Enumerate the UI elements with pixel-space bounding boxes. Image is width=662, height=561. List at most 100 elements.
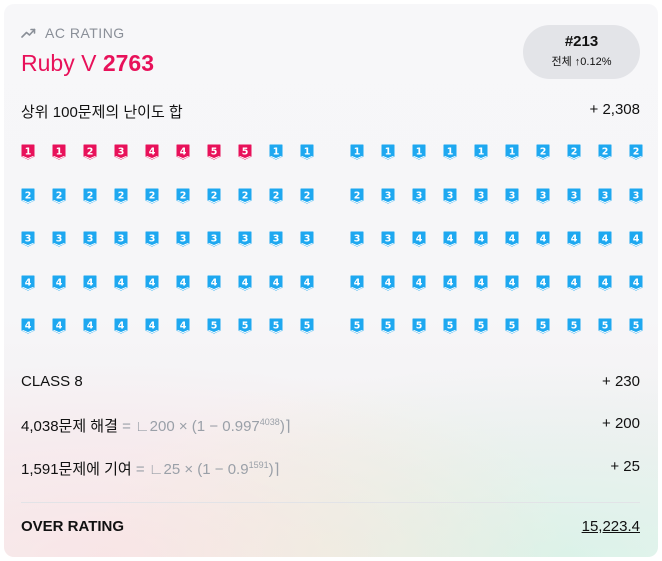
- problem-cell[interactable]: 5: [207, 318, 238, 362]
- problem-cell[interactable]: 3: [412, 188, 443, 232]
- problem-cell[interactable]: 4: [567, 275, 598, 319]
- problem-cell[interactable]: 2: [145, 188, 176, 232]
- problem-cell[interactable]: 2: [238, 188, 269, 232]
- problem-cell[interactable]: 4: [474, 231, 505, 275]
- problem-cell[interactable]: 5: [412, 318, 443, 362]
- problem-cell[interactable]: 3: [474, 188, 505, 232]
- problem-cell[interactable]: 5: [474, 318, 505, 362]
- problem-cell[interactable]: 3: [350, 231, 381, 275]
- problem-cell[interactable]: 4: [176, 318, 207, 362]
- problem-cell[interactable]: 1: [269, 144, 300, 188]
- problem-cell[interactable]: 1: [21, 144, 52, 188]
- problem-cell[interactable]: 4: [145, 275, 176, 319]
- problem-cell[interactable]: 3: [21, 231, 52, 275]
- problem-cell[interactable]: 5: [536, 318, 567, 362]
- problem-cell[interactable]: 4: [598, 231, 629, 275]
- problem-cell[interactable]: 4: [412, 275, 443, 319]
- problem-cell[interactable]: 2: [21, 188, 52, 232]
- problem-cell[interactable]: 3: [207, 231, 238, 275]
- problem-cell[interactable]: 5: [350, 318, 381, 362]
- problem-cell[interactable]: 1: [412, 144, 443, 188]
- problem-cell[interactable]: 1: [381, 144, 412, 188]
- problem-cell[interactable]: 1: [52, 144, 83, 188]
- problem-cell[interactable]: 5: [598, 318, 629, 362]
- problem-cell[interactable]: 5: [269, 318, 300, 362]
- problem-cell[interactable]: 4: [21, 318, 52, 362]
- problem-cell[interactable]: 4: [176, 275, 207, 319]
- problem-cell[interactable]: 3: [443, 188, 474, 232]
- problem-cell[interactable]: 4: [300, 275, 331, 319]
- problem-cell[interactable]: 1: [474, 144, 505, 188]
- problem-cell[interactable]: 3: [381, 231, 412, 275]
- problem-cell[interactable]: 3: [536, 188, 567, 232]
- problem-cell[interactable]: 2: [629, 144, 658, 188]
- problem-cell[interactable]: 4: [52, 275, 83, 319]
- problem-cell[interactable]: 4: [536, 275, 567, 319]
- problem-cell[interactable]: 5: [567, 318, 598, 362]
- problem-cell[interactable]: 5: [505, 318, 536, 362]
- problem-cell[interactable]: 2: [598, 144, 629, 188]
- problem-cell[interactable]: 4: [536, 231, 567, 275]
- problem-cell[interactable]: 4: [83, 275, 114, 319]
- problem-cell[interactable]: 3: [300, 231, 331, 275]
- problem-cell[interactable]: 3: [52, 231, 83, 275]
- problem-cell[interactable]: 3: [505, 188, 536, 232]
- problem-cell[interactable]: 1: [300, 144, 331, 188]
- problem-cell[interactable]: 4: [207, 275, 238, 319]
- problem-cell[interactable]: 2: [567, 144, 598, 188]
- problem-cell[interactable]: 4: [114, 275, 145, 319]
- problem-cell[interactable]: 5: [443, 318, 474, 362]
- problem-cell[interactable]: 2: [176, 188, 207, 232]
- problem-cell[interactable]: 5: [381, 318, 412, 362]
- problem-cell[interactable]: 4: [381, 275, 412, 319]
- problem-cell[interactable]: 4: [505, 275, 536, 319]
- problem-cell[interactable]: 4: [176, 144, 207, 188]
- problem-cell[interactable]: 4: [567, 231, 598, 275]
- problem-cell[interactable]: 2: [83, 144, 114, 188]
- problem-cell[interactable]: 2: [269, 188, 300, 232]
- problem-cell[interactable]: 4: [474, 275, 505, 319]
- problem-cell[interactable]: 3: [238, 231, 269, 275]
- problem-cell[interactable]: 4: [629, 231, 658, 275]
- problem-cell[interactable]: 4: [629, 275, 658, 319]
- problem-cell[interactable]: 3: [269, 231, 300, 275]
- problem-cell[interactable]: 1: [505, 144, 536, 188]
- problem-cell[interactable]: 4: [443, 231, 474, 275]
- problem-cell[interactable]: 5: [629, 318, 658, 362]
- problem-cell[interactable]: 5: [238, 318, 269, 362]
- problem-cell[interactable]: 4: [238, 275, 269, 319]
- problem-cell[interactable]: 3: [145, 231, 176, 275]
- problem-cell[interactable]: 3: [598, 188, 629, 232]
- problem-cell[interactable]: 4: [145, 318, 176, 362]
- problem-cell[interactable]: 1: [443, 144, 474, 188]
- problem-cell[interactable]: 4: [83, 318, 114, 362]
- problem-cell[interactable]: 4: [145, 144, 176, 188]
- problem-cell[interactable]: 4: [350, 275, 381, 319]
- problem-cell[interactable]: 2: [83, 188, 114, 232]
- problem-cell[interactable]: 3: [176, 231, 207, 275]
- problem-cell[interactable]: 5: [300, 318, 331, 362]
- problem-cell[interactable]: 5: [207, 144, 238, 188]
- problem-cell[interactable]: 4: [21, 275, 52, 319]
- problem-cell[interactable]: 2: [536, 144, 567, 188]
- problem-cell[interactable]: 5: [238, 144, 269, 188]
- problem-cell[interactable]: 2: [114, 188, 145, 232]
- problem-cell[interactable]: 4: [114, 318, 145, 362]
- problem-cell[interactable]: 4: [505, 231, 536, 275]
- rank-pill[interactable]: #213 전체 ↑0.12%: [523, 25, 640, 79]
- problem-cell[interactable]: 3: [114, 144, 145, 188]
- problem-cell[interactable]: 1: [350, 144, 381, 188]
- problem-cell[interactable]: 3: [381, 188, 412, 232]
- problem-cell[interactable]: 3: [83, 231, 114, 275]
- problem-cell[interactable]: 4: [269, 275, 300, 319]
- problem-cell[interactable]: 2: [52, 188, 83, 232]
- problem-cell[interactable]: 4: [412, 231, 443, 275]
- problem-cell[interactable]: 2: [300, 188, 331, 232]
- problem-cell[interactable]: 4: [598, 275, 629, 319]
- problem-cell[interactable]: 3: [114, 231, 145, 275]
- problem-cell[interactable]: 3: [567, 188, 598, 232]
- problem-cell[interactable]: 2: [207, 188, 238, 232]
- problem-cell[interactable]: 2: [350, 188, 381, 232]
- over-rating-value[interactable]: 15,223.4: [581, 518, 640, 535]
- problem-cell[interactable]: 3: [629, 188, 658, 232]
